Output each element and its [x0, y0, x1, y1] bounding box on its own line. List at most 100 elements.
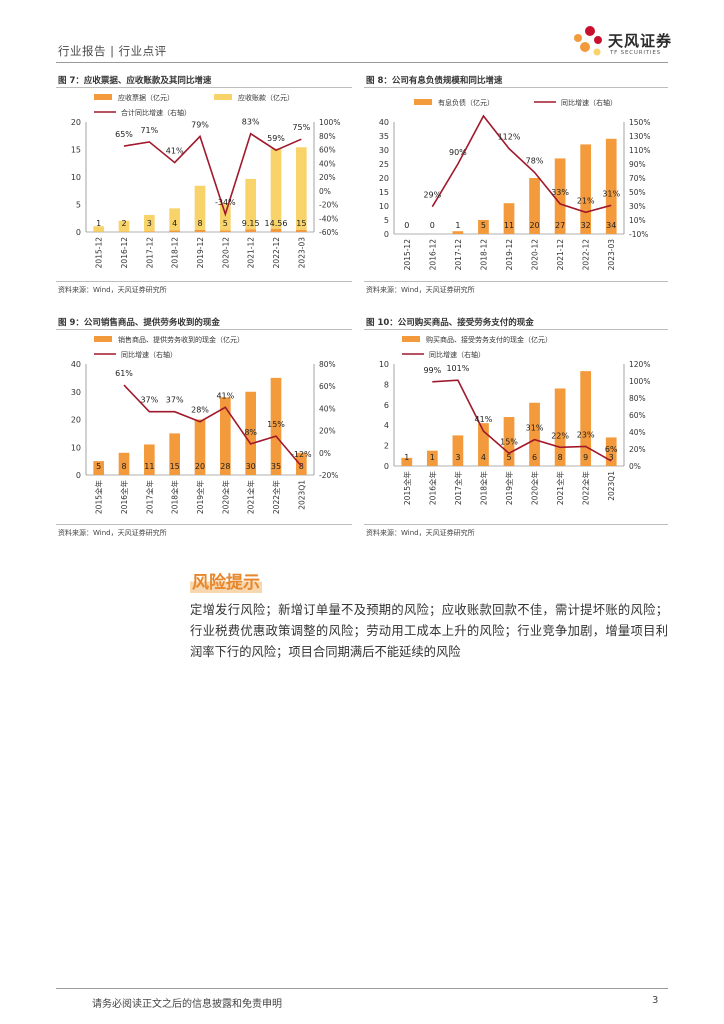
- x-tick-label: 2023Q1: [297, 480, 306, 510]
- fig8-chart: 有息负债（亿元） 同比增速（右轴）0510152025303540-10%10%3…: [379, 98, 651, 271]
- fig10-chart: 购买商品、接受劳务支付的现金（亿元）同比增速（右轴）02468100%20%40…: [379, 335, 651, 505]
- legend-label: 同比增速（右轴）: [429, 350, 485, 359]
- bar-value-label: 30: [246, 462, 256, 471]
- bar-accounts-receivable: [194, 185, 206, 230]
- x-tick-label: 2016-12: [120, 237, 129, 269]
- bar-value-label: 35: [271, 462, 281, 471]
- bar-value-label: 4: [481, 453, 486, 462]
- growth-value-label: 90%: [449, 148, 467, 157]
- breadcrumb: 行业报告 | 行业点评: [58, 44, 167, 58]
- growth-value-label: 101%: [446, 364, 469, 373]
- growth-value-label: 23%: [577, 430, 595, 439]
- growth-value-label: 8%: [244, 428, 257, 437]
- bar-value-label: 20: [195, 462, 205, 471]
- y-tick-right: 40%: [629, 428, 646, 437]
- y-tick-right: 10%: [629, 216, 646, 225]
- bar-accounts-receivable: [118, 220, 130, 232]
- y-tick-right: 20%: [319, 173, 336, 182]
- bar-value-label: 5: [96, 462, 101, 471]
- growth-value-label: -12%: [291, 450, 312, 459]
- bar-value-label: 28: [220, 462, 230, 471]
- legend-bar-swatch: [214, 94, 232, 100]
- bar-value-label: 15: [170, 462, 180, 471]
- bar-notes-receivable: [220, 230, 231, 232]
- bar-value-label: 8: [197, 219, 202, 228]
- growth-value-label: 65%: [115, 130, 133, 139]
- x-tick-label: 2015全年: [94, 480, 104, 515]
- x-tick-label: 2019全年: [195, 480, 205, 515]
- y-tick-left: 25: [379, 160, 389, 169]
- legend-label: 购买商品、接受劳务支付的现金（亿元）: [426, 335, 552, 344]
- y-tick-left: 5: [384, 216, 389, 225]
- bar: [580, 144, 592, 234]
- bar-notes-receivable: [194, 229, 206, 232]
- bar-accounts-receivable: [270, 148, 282, 229]
- y-tick-right: 0%: [319, 187, 331, 196]
- bar-value-label: 20: [529, 221, 539, 230]
- legend-label: 应收账款（亿元）: [238, 93, 294, 102]
- bar-value-label: 15: [296, 219, 306, 228]
- y-tick-right: 80%: [319, 132, 336, 141]
- logo-en: TF SECURITIES: [610, 50, 661, 56]
- x-tick-label: 2022全年: [271, 480, 281, 515]
- bar-value-label: 0: [430, 221, 435, 230]
- growth-value-label: 21%: [577, 196, 595, 205]
- risk-body: 定增发行风险；新增订单量不及预期的风险；应收账款回款不佳，需计提坏账的风险；行业…: [190, 603, 668, 659]
- growth-value-label: 79%: [191, 120, 209, 129]
- growth-value-label: 41%: [475, 415, 493, 424]
- bar-value-label: 8: [558, 453, 563, 462]
- y-tick-left: 20: [71, 416, 81, 425]
- growth-value-label: 71%: [140, 126, 158, 135]
- fig8-rule: [364, 87, 668, 88]
- x-tick-label: 2021全年: [246, 480, 256, 515]
- bar: [194, 419, 206, 475]
- bar: [270, 377, 282, 475]
- bar: [245, 391, 256, 475]
- y-tick-right: 90%: [629, 160, 646, 169]
- y-tick-left: 8: [384, 380, 389, 389]
- y-tick-right: 130%: [629, 132, 650, 141]
- y-tick-left: 10: [71, 173, 81, 182]
- bar-value-label: 3: [147, 219, 152, 228]
- y-tick-right: -20%: [319, 201, 338, 210]
- growth-value-label: 78%: [526, 156, 544, 165]
- bar: [220, 397, 231, 475]
- y-tick-right: 60%: [319, 146, 336, 155]
- bar-value-label: 4: [172, 219, 177, 228]
- y-tick-left: 0: [384, 230, 389, 239]
- bar: [503, 203, 515, 234]
- x-tick-label: 2019-12: [196, 237, 205, 269]
- risk-title: 风险提示: [190, 568, 262, 593]
- fig7-rule: [56, 87, 352, 88]
- growth-line: [431, 114, 612, 214]
- y-tick-left: 5: [76, 201, 81, 210]
- bar: [478, 220, 489, 234]
- fig10-source: 资料来源：Wind，天风证券研究所: [366, 529, 475, 537]
- bar-value-label: 9.15: [242, 219, 260, 228]
- tf-logo-icon: [574, 26, 602, 56]
- y-tick-left: 15: [379, 188, 389, 197]
- x-tick-label: 2016全年: [119, 480, 129, 515]
- x-tick-label: 2017全年: [144, 480, 154, 515]
- y-tick-right: 100%: [629, 377, 650, 386]
- bar: [93, 461, 104, 475]
- bar-value-label: 5: [506, 453, 511, 462]
- bar: [118, 452, 130, 475]
- bar-value-label: 3: [455, 453, 460, 462]
- y-tick-right: 150%: [629, 118, 650, 127]
- growth-value-label: 99%: [423, 366, 441, 375]
- growth-line: [123, 384, 302, 467]
- bar: [452, 435, 464, 466]
- y-tick-right: 60%: [319, 382, 336, 391]
- fig7-chart: 应收票据（亿元） 应收账款（亿元）合计同比增速（右轴）05101520-60%-4…: [71, 93, 341, 269]
- y-tick-left: 40: [379, 118, 389, 127]
- bar: [144, 444, 155, 475]
- y-tick-right: 20%: [319, 427, 336, 436]
- x-tick-label: 2015-12: [403, 239, 412, 271]
- footer-disclaimer: 请务必阅读正文之后的信息披露和免责申明: [92, 999, 282, 1010]
- bar-value-label: 27: [555, 221, 565, 230]
- growth-value-label: -34%: [215, 198, 236, 207]
- legend-label: 有息负债（亿元）: [438, 98, 494, 107]
- x-tick-label: 2020-12: [221, 237, 230, 269]
- x-tick-label: 2019-12: [505, 239, 514, 271]
